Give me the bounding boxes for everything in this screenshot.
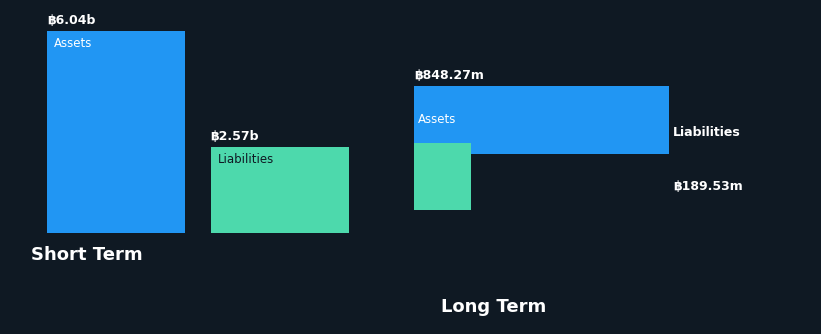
Text: Short Term: Short Term: [31, 246, 143, 264]
Text: ฿6.04b: ฿6.04b: [47, 14, 95, 27]
Text: Assets: Assets: [418, 114, 456, 127]
Bar: [211, 147, 349, 233]
Text: Long Term: Long Term: [442, 298, 547, 316]
Text: ฿189.53m: ฿189.53m: [673, 180, 743, 193]
Text: ฿848.27m: ฿848.27m: [414, 69, 484, 82]
Bar: [414, 143, 471, 210]
Text: Liabilities: Liabilities: [673, 126, 741, 139]
Text: Liabilities: Liabilities: [218, 153, 274, 166]
Bar: [414, 86, 669, 154]
Text: ฿2.57b: ฿2.57b: [211, 130, 259, 143]
Text: Assets: Assets: [54, 37, 93, 50]
Bar: [47, 31, 186, 233]
